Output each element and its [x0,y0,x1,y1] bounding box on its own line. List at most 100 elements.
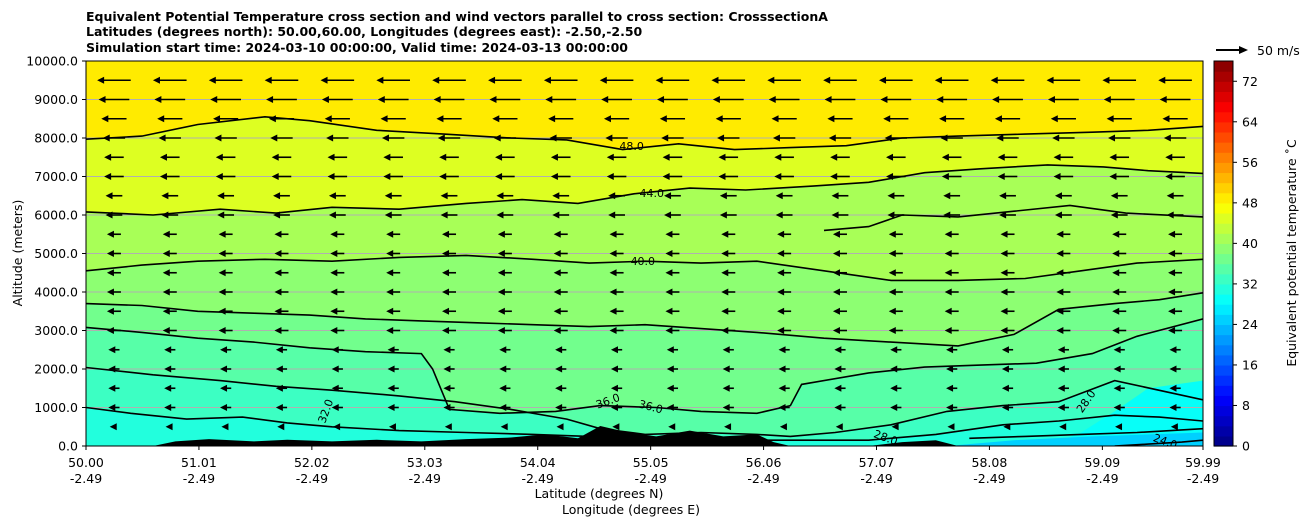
colorbar-segment-64 [1214,111,1233,123]
wind-vector-head [500,423,508,431]
wind-vector [106,269,121,277]
x-axis: 50.00-2.4951.01-2.4952.02-2.4953.03-2.49… [68,446,1221,486]
wind-vector-head [778,365,786,373]
wind-vector [1169,346,1181,354]
wind-vector [159,173,180,180]
contour-line-36 [86,318,1203,415]
wind-vector [888,327,903,334]
wind-vector-head [665,250,673,257]
wind-vector [442,307,457,315]
wind-vector-head [778,384,786,392]
wind-vector-head [609,327,617,334]
wind-vector-head [214,134,222,142]
wind-vector-head [886,153,894,161]
wind-vector-head [331,365,339,373]
wind-vector-head [553,269,561,277]
wind-vector-head [386,250,394,257]
x-tick-lon-6: -2.49 [747,471,779,486]
wind-vector [555,346,567,354]
colorbar-segment-46 [1214,202,1233,214]
wind-vector [326,134,349,142]
wind-vector [274,250,289,257]
wind-vector-head [721,288,729,296]
wind-vector-head [718,173,726,180]
wind-vector [333,423,341,431]
wind-vector [274,327,289,334]
wind-vector-head [268,115,276,123]
colorbar-tick-label-5: 40 [1242,236,1258,251]
x-tick-lon-10: -2.49 [1187,471,1219,486]
wind-vector-head [943,211,951,219]
wind-vector [268,115,295,123]
wind-vector-head [665,288,673,296]
wind-vector-head [499,365,507,373]
wind-vector-head [767,76,775,84]
y-tick-label-9: 9000.0 [34,92,78,107]
wind-vector-head [321,96,329,103]
wind-vector [1169,384,1181,392]
wind-vector-head [711,76,719,84]
wind-vector [330,269,345,277]
terrain [86,426,1203,446]
wind-vector-head [1053,173,1061,180]
wind-vector [722,346,734,354]
wind-vector-head [555,384,563,392]
wind-vector [1168,269,1183,277]
wind-vector-head [1046,76,1054,84]
wind-vector [883,115,909,123]
wind-vector [218,327,233,334]
wind-vector-head [1109,173,1117,180]
colorbar-segment-34 [1214,263,1233,275]
colorbar-segment-72 [1214,71,1233,82]
wind-vector [946,404,958,411]
wind-vector [768,96,800,103]
colorbar-tick-label-3: 24 [1242,317,1258,332]
wind-vector-head [552,192,560,200]
colorbar-tick-label-9: 72 [1242,74,1258,89]
wind-vector-head [774,173,782,180]
wind-vector-head [884,134,892,142]
wind-vector-head [610,384,618,392]
wind-vector [992,96,1023,103]
wind-vector [775,192,793,200]
wind-vector-head [266,96,274,103]
wind-vector [162,230,177,238]
wind-vector-head [220,404,228,411]
wind-vector [657,96,688,103]
wind-vector-head [887,211,895,219]
wind-vector [1056,250,1071,257]
wind-vector [711,76,746,84]
wind-vector-head [1113,404,1121,411]
wind-vector [217,192,235,200]
wind-vector [499,365,511,373]
wind-vector [665,230,680,238]
wind-vector [888,250,903,257]
wind-vector-head [996,134,1004,142]
wind-vector-head [264,76,272,84]
wind-vector [1163,134,1187,142]
colorbar-segment-8 [1214,395,1233,407]
wind-vector-head [888,250,896,257]
wind-vector-head [164,404,172,411]
wind-vector-head [275,404,283,411]
x-tick-lon-3: -2.49 [409,471,441,486]
wind-vector-head [215,173,223,180]
wind-vector-head [721,307,729,315]
wind-vector [387,384,399,392]
wind-vector [162,327,177,334]
wind-vector-head [1169,346,1177,354]
wind-vector [157,115,183,123]
wind-vector-head [834,384,842,392]
wind-vector-head [1110,211,1118,219]
wind-vector [1169,404,1181,411]
wind-vector-head [1168,307,1176,315]
wind-vector-head [832,288,840,296]
wind-vector-head [158,134,166,142]
wind-vector [721,269,736,277]
wind-vector [162,269,177,277]
y-tick-label-3: 3000.0 [34,323,78,338]
wind-vector [771,115,797,123]
wind-vector-head [331,346,339,354]
wind-vector [274,307,289,315]
y-tick-label-4: 4000.0 [34,285,78,300]
